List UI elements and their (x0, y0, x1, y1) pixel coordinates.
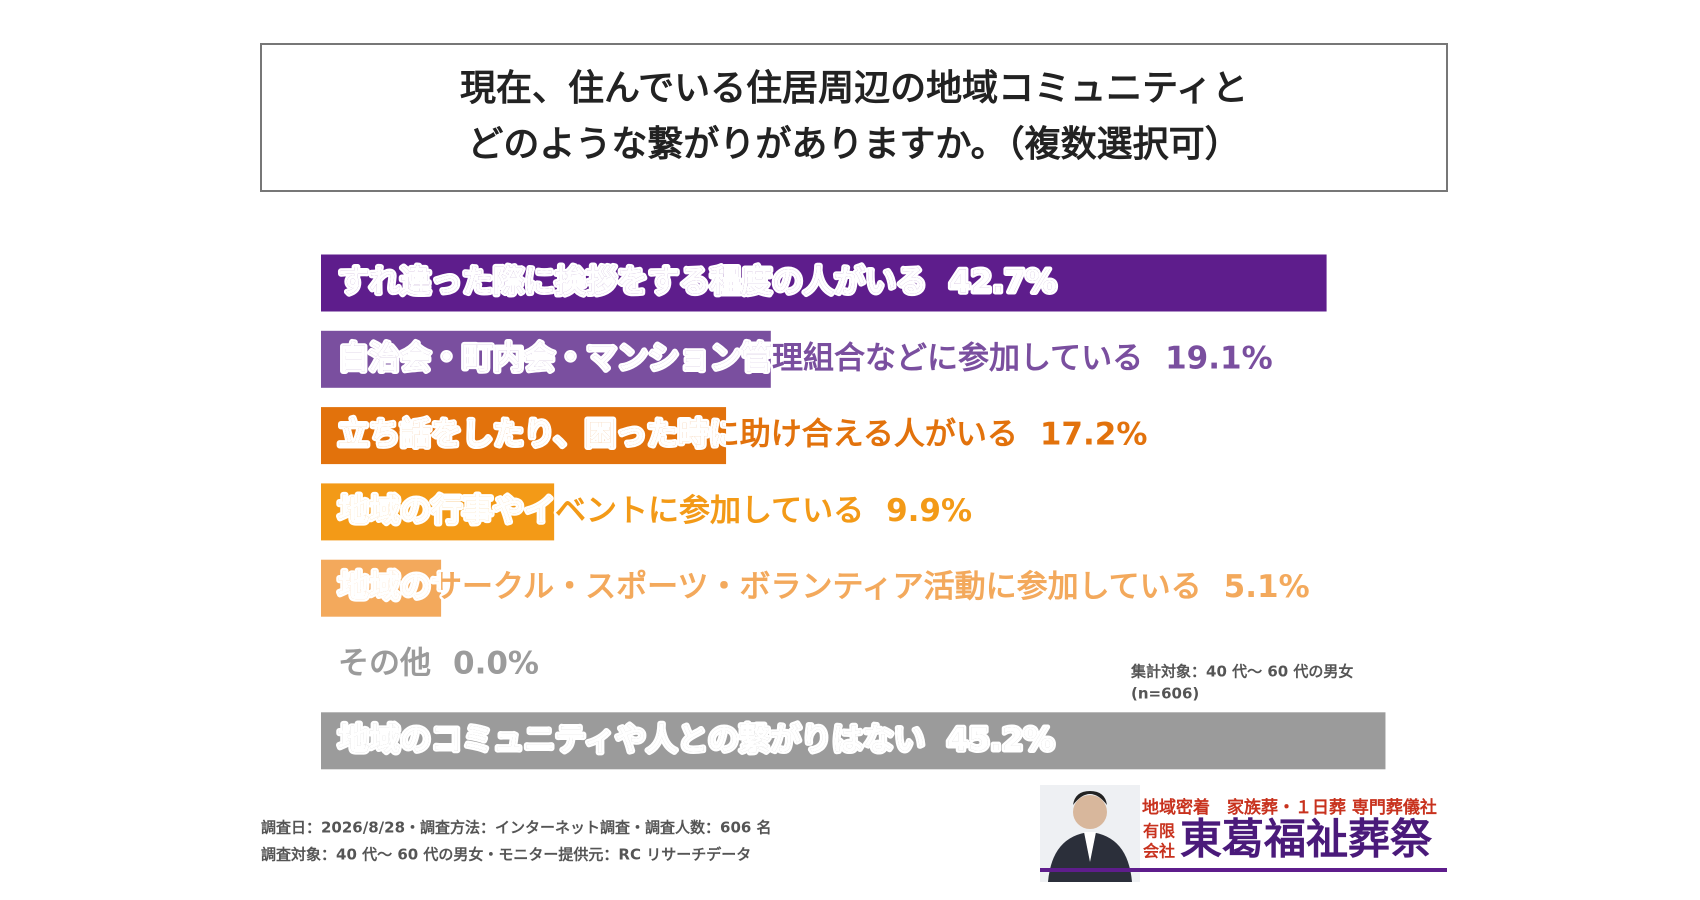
logo-tagline: 地域密着 家族葬・１日葬 専門葬儀社 (1142, 797, 1437, 818)
logo-type: 有限 (1143, 822, 1176, 841)
bar (321, 712, 1386, 770)
category-label: 地域のサークル・スポーツ・ボランティア活動に参加している (338, 569, 1202, 605)
title-box (260, 43, 1448, 192)
category-label: 立ち話をしたり、困った時に助け合える人がいる (338, 416, 1018, 452)
category-label: すれ違った際に挨拶をする程度の人がいる (338, 264, 927, 300)
bar-label: 立ち話をしたり、困った時に助け合える人がいる 17.2% (338, 416, 1147, 452)
category-label: 立ち話をしたり、困った時に助け合える人がいる (338, 416, 1018, 452)
bar-label: 地域のサークル・スポーツ・ボランティア活動に参加している 5.1% (338, 569, 1310, 605)
bar-row: 地域のサークル・スポーツ・ボランティア活動に参加している 5.1%地域のサークル・… (321, 559, 1312, 617)
bar-row: 立ち話をしたり、困った時に助け合える人がいる 17.2%立ち話をしたり、困った時に… (321, 407, 1150, 465)
bars: すれ違った際に挨拶をする程度の人がいる 42.7%すれ違った際に挨拶をする程度の人… (321, 254, 1386, 770)
value-label: 9.9% (886, 492, 972, 528)
category-label: その他 (338, 645, 431, 681)
value-label: 42.7% (949, 264, 1057, 300)
category-label: 地域のサークル・スポーツ・ボランティア活動に参加している (338, 569, 1202, 605)
category-label: 自治会・町内会・マンション管理組合などに参加している (338, 340, 1143, 376)
bar (321, 407, 727, 465)
logo-underline (1040, 868, 1447, 872)
chart-title: どのような繋がりがありますか。（複数選択可） (467, 124, 1240, 165)
bar-label: 地域のコミュニティや人との繋がりはない 45.2% (338, 721, 1054, 757)
footer-text: 調査対象：40 代～ 60 代の男女・モニター提供元：RC リサーチデータ (261, 846, 751, 864)
logo-name: 東葛福祉葬祭 (1180, 815, 1433, 864)
bar-label: 自治会・町内会・マンション管理組合などに参加している 19.1% (338, 340, 1273, 376)
bar-label: すれ違った際に挨拶をする程度の人がいる 42.7% (338, 264, 1057, 300)
logo-type: 会社 (1143, 842, 1175, 861)
category-label: 地域の行事やイベントに参加している (338, 492, 864, 528)
value-label: 5.1% (1224, 569, 1310, 605)
value-label: 19.1% (1165, 340, 1273, 376)
bar (321, 254, 1327, 312)
bar-label: その他 0.0% (338, 645, 539, 681)
bar-row: 地域の行事やイベントに参加している 9.9%地域の行事やイベントに参加している 9.… (321, 483, 975, 541)
category-label: 地域の行事やイベントに参加している (338, 492, 864, 528)
bar-label: 地域の行事やイベントに参加している 9.9% (338, 492, 972, 528)
photo-hair (1073, 791, 1107, 805)
bar (321, 559, 442, 617)
bar (321, 330, 771, 388)
bar-row: すれ違った際に挨拶をする程度の人がいる 42.7%すれ違った際に挨拶をする程度の人… (321, 254, 1327, 312)
footer-text: 調査日：2026/8/28・調査方法：インターネット調査・調査人数：606 名 (261, 819, 772, 837)
bar-row: 自治会・町内会・マンション管理組合などに参加している 19.1%自治会・町内会・マ… (321, 330, 1275, 388)
category-label: 自治会・町内会・マンション管理組合などに参加している (338, 340, 1143, 376)
value-label: 45.2% (947, 721, 1055, 757)
bar-label: 地域のサークル・スポーツ・ボランティア活動に参加している 5.1% (338, 569, 1310, 605)
bar-row: 地域のコミュニティや人との繋がりはない 45.2%地域のコミュニティや人との繋がり… (321, 712, 1386, 770)
bar (321, 483, 555, 541)
bar-label: 地域の行事やイベントに参加している 9.9% (338, 492, 972, 528)
value-label: 45.2% (947, 721, 1055, 757)
bar-row: その他 0.0%その他 0.0% (336, 643, 542, 684)
chart-title: 現在、住んでいる住居周辺の地域コミュニティと (460, 68, 1248, 109)
bar-label: すれ違った際に挨拶をする程度の人がいる 42.7% (338, 264, 1057, 300)
value-label: 42.7% (949, 264, 1057, 300)
category-label: 地域のコミュニティや人との繋がりはない (338, 721, 925, 757)
bar-label: 立ち話をしたり、困った時に助け合える人がいる 17.2% (338, 416, 1147, 452)
bar-label: 地域のコミュニティや人との繋がりはない 45.2% (338, 721, 1054, 757)
category-label: すれ違った際に挨拶をする程度の人がいる (338, 264, 927, 300)
value-label: 0.0% (453, 645, 539, 681)
photo-face (1073, 795, 1107, 829)
logo: 地域密着 家族葬・１日葬 専門葬儀社 有限 会社 東葛福祉葬祭 (1040, 785, 1447, 882)
category-label: 地域のコミュニティや人との繋がりはない (338, 721, 925, 757)
note: 集計対象：40 代～ 60 代の男女 (1130, 663, 1353, 681)
bar-label: 自治会・町内会・マンション管理組合などに参加している 19.1% (338, 340, 1273, 376)
photo-shirt (1084, 832, 1096, 862)
note: (n=606) (1131, 685, 1199, 703)
value-label: 17.2% (1040, 416, 1148, 452)
